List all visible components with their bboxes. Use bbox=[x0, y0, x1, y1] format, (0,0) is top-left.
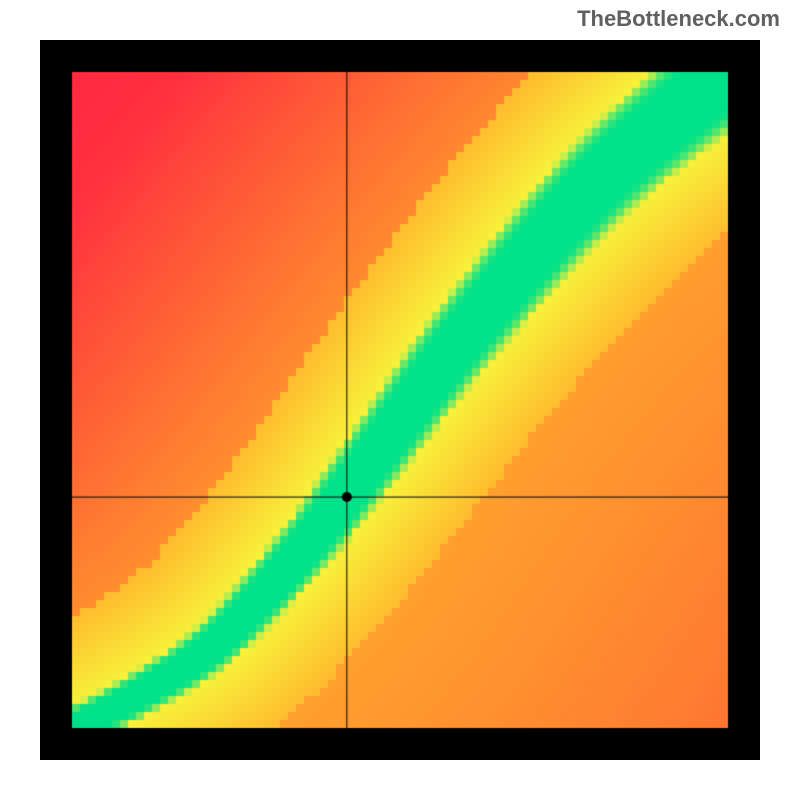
watermark-text: TheBottleneck.com bbox=[577, 6, 780, 32]
heatmap-plot bbox=[40, 40, 760, 760]
